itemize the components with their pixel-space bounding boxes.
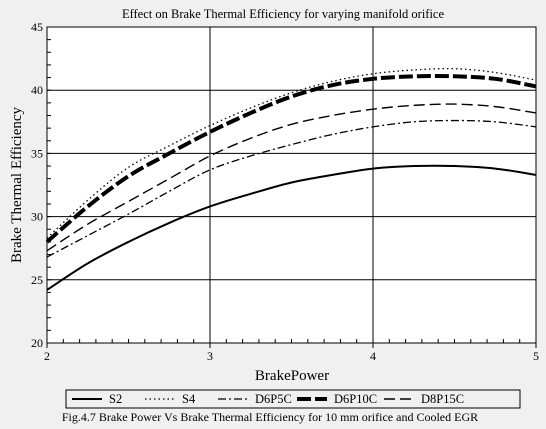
y-tick-label: 20: [31, 336, 43, 350]
series-line-s2: [46, 164, 537, 291]
series-line-d6p5c: [46, 119, 537, 258]
y-tick-label: 25: [31, 273, 43, 287]
legend-label-s2: S2: [109, 392, 122, 406]
y-axis-label: Brake Thermal Efficiency: [9, 106, 25, 263]
plot-area: [46, 26, 537, 344]
legend-entries: S2 S4 D6P5C D6P10C D8P15C: [72, 392, 464, 406]
legend-label-s4: S4: [182, 392, 196, 406]
x-tick-label: 5: [533, 349, 539, 363]
y-tick-label: 45: [31, 20, 43, 34]
series-lines: [45, 67, 537, 291]
chart-title: Effect on Brake Thermal Efficiency for v…: [122, 7, 445, 21]
legend-label-d6p5c: D6P5C: [255, 392, 292, 406]
legend-label-d8p15c: D8P15C: [421, 392, 464, 406]
legend-label-d6p10c: D6P10C: [334, 392, 377, 406]
x-axis-label: BrakePower: [255, 368, 329, 384]
minor-ticks: [46, 26, 537, 348]
y-tick-label: 30: [31, 210, 43, 224]
series-line-d6p10c: [45, 73, 537, 244]
x-tick-label: 4: [370, 349, 376, 363]
y-tick-label: 40: [31, 83, 43, 97]
series-line-s4: [46, 67, 537, 239]
x-tick-label: 3: [207, 349, 213, 363]
figure-caption: Fig.4.7 Brake Power Vs Brake Thermal Eff…: [62, 410, 478, 424]
series-line-d8p15c: [46, 103, 537, 252]
x-tick-label: 2: [44, 349, 50, 363]
y-tick-label: 35: [31, 146, 43, 160]
legend: [65, 389, 521, 409]
